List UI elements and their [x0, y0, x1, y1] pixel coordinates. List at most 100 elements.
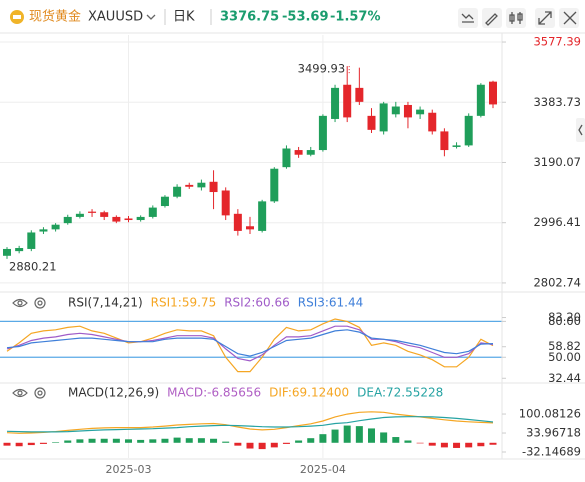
- chart-type-button[interactable]: [506, 8, 526, 28]
- macd-bar: [112, 438, 120, 443]
- toggle-visibility-icon[interactable]: [12, 388, 28, 398]
- macd-bar: [234, 442, 242, 446]
- max-label: 3499.93: [298, 62, 346, 76]
- macd-bar: [258, 442, 266, 450]
- candle-body: [15, 248, 24, 252]
- candle-body: [258, 201, 267, 231]
- candle-body: [88, 211, 97, 213]
- percent-change: -1.57%: [330, 10, 381, 25]
- last-price: 3376.75: [220, 10, 279, 25]
- candle-body: [27, 232, 36, 249]
- candle-body: [306, 150, 315, 155]
- macd-line: [6, 416, 494, 433]
- macd-bar: [440, 442, 448, 448]
- macd-bar: [3, 442, 11, 446]
- indicator-button[interactable]: [458, 8, 478, 28]
- macd-bar: [477, 442, 485, 447]
- indicator-title: RSI(7,14,21): [68, 296, 143, 310]
- macd-bar: [416, 442, 424, 444]
- x-tick-label: 2025-03: [106, 463, 152, 476]
- macd-line: [6, 411, 494, 434]
- indicator-settings-hub: [37, 300, 43, 306]
- candle-body: [489, 81, 497, 105]
- candle-body: [282, 148, 291, 168]
- candle-body: [440, 131, 449, 151]
- candle-body: [452, 145, 461, 147]
- indicator-settings-hub: [37, 390, 43, 396]
- candle-body: [355, 87, 364, 102]
- indicator-line: [6, 325, 494, 362]
- candle-body: [403, 104, 412, 118]
- macd-bar: [295, 440, 303, 443]
- legend-entry: RSI1:59.75: [151, 296, 217, 310]
- chart-type-icon: [509, 12, 523, 24]
- symbol-name[interactable]: 现货黄金: [29, 9, 81, 25]
- candle-body: [270, 168, 279, 202]
- candle-body: [331, 87, 340, 119]
- macd-bar: [343, 425, 351, 443]
- macd-bar: [368, 428, 375, 443]
- toggle-visibility-icon[interactable]: [12, 298, 28, 308]
- y-tick-label: 83.20: [548, 310, 581, 324]
- side-panel-toggle[interactable]: [576, 118, 585, 142]
- macd-bar: [392, 437, 400, 443]
- candle-body: [379, 103, 388, 132]
- candle-body: [173, 186, 182, 197]
- indicator-settings-icon[interactable]: [34, 387, 46, 399]
- macd-bar: [125, 439, 132, 443]
- candle-body: [51, 224, 60, 230]
- draw-button[interactable]: [482, 8, 502, 28]
- toggle-visibility-pupil: [17, 390, 23, 396]
- y-tick-label: 2802.74: [533, 275, 581, 289]
- legend-entry: RSI3:61.44: [298, 296, 364, 310]
- candle-body: [428, 112, 437, 132]
- candle-body: [221, 190, 230, 216]
- symbol-icon-bar: [13, 15, 21, 19]
- y-tick-label: 32.44: [548, 371, 581, 385]
- indicator-title: MACD(12,26,9): [68, 386, 159, 400]
- toggle-visibility-pupil: [17, 300, 23, 306]
- macd-bar: [15, 442, 23, 447]
- candle-body: [476, 84, 485, 116]
- candle-body: [233, 213, 242, 231]
- candle-body: [246, 226, 254, 230]
- candle-body: [112, 216, 121, 222]
- y-tick-label: 33.96718: [526, 426, 581, 440]
- macd-bar: [453, 442, 461, 448]
- indicator-line: [6, 329, 494, 357]
- symbol-dropdown[interactable]: [146, 14, 156, 20]
- candle-body: [367, 115, 376, 130]
- macd-bar: [222, 441, 230, 443]
- indicator-settings-icon[interactable]: [34, 297, 46, 309]
- candle-body: [343, 84, 352, 118]
- macd-bar: [76, 439, 84, 443]
- macd-bar: [185, 438, 193, 443]
- side-panel-icon: [578, 124, 583, 136]
- y-tick-label: -32.14689: [522, 445, 581, 459]
- macd-bar: [64, 440, 72, 443]
- macd-bar: [52, 442, 60, 443]
- candle-body: [148, 207, 157, 217]
- macd-bar: [161, 438, 169, 443]
- fullscreen-icon: [538, 11, 552, 25]
- legend-entry: RSI2:60.66: [224, 296, 290, 310]
- macd-bar: [331, 429, 339, 443]
- y-tick-label: 3383.73: [533, 95, 581, 109]
- candle-body: [3, 248, 11, 256]
- y-tick-label: 58.82: [548, 339, 581, 353]
- settings-button[interactable]: [559, 8, 579, 28]
- draw-icon: [485, 13, 498, 26]
- macd-bar: [197, 438, 205, 443]
- macd-bar: [489, 442, 497, 445]
- symbol-code[interactable]: XAUUSD: [88, 10, 143, 25]
- period[interactable]: 日K: [173, 10, 195, 25]
- indicator-line: [6, 318, 494, 373]
- y-tick-label: 50.00: [548, 350, 581, 364]
- y-tick-label: 3190.07: [533, 155, 581, 169]
- macd-bar: [88, 438, 96, 443]
- candle-body: [464, 115, 473, 146]
- candle-body: [197, 182, 206, 188]
- candle-body: [39, 229, 48, 232]
- candle-body: [124, 218, 133, 221]
